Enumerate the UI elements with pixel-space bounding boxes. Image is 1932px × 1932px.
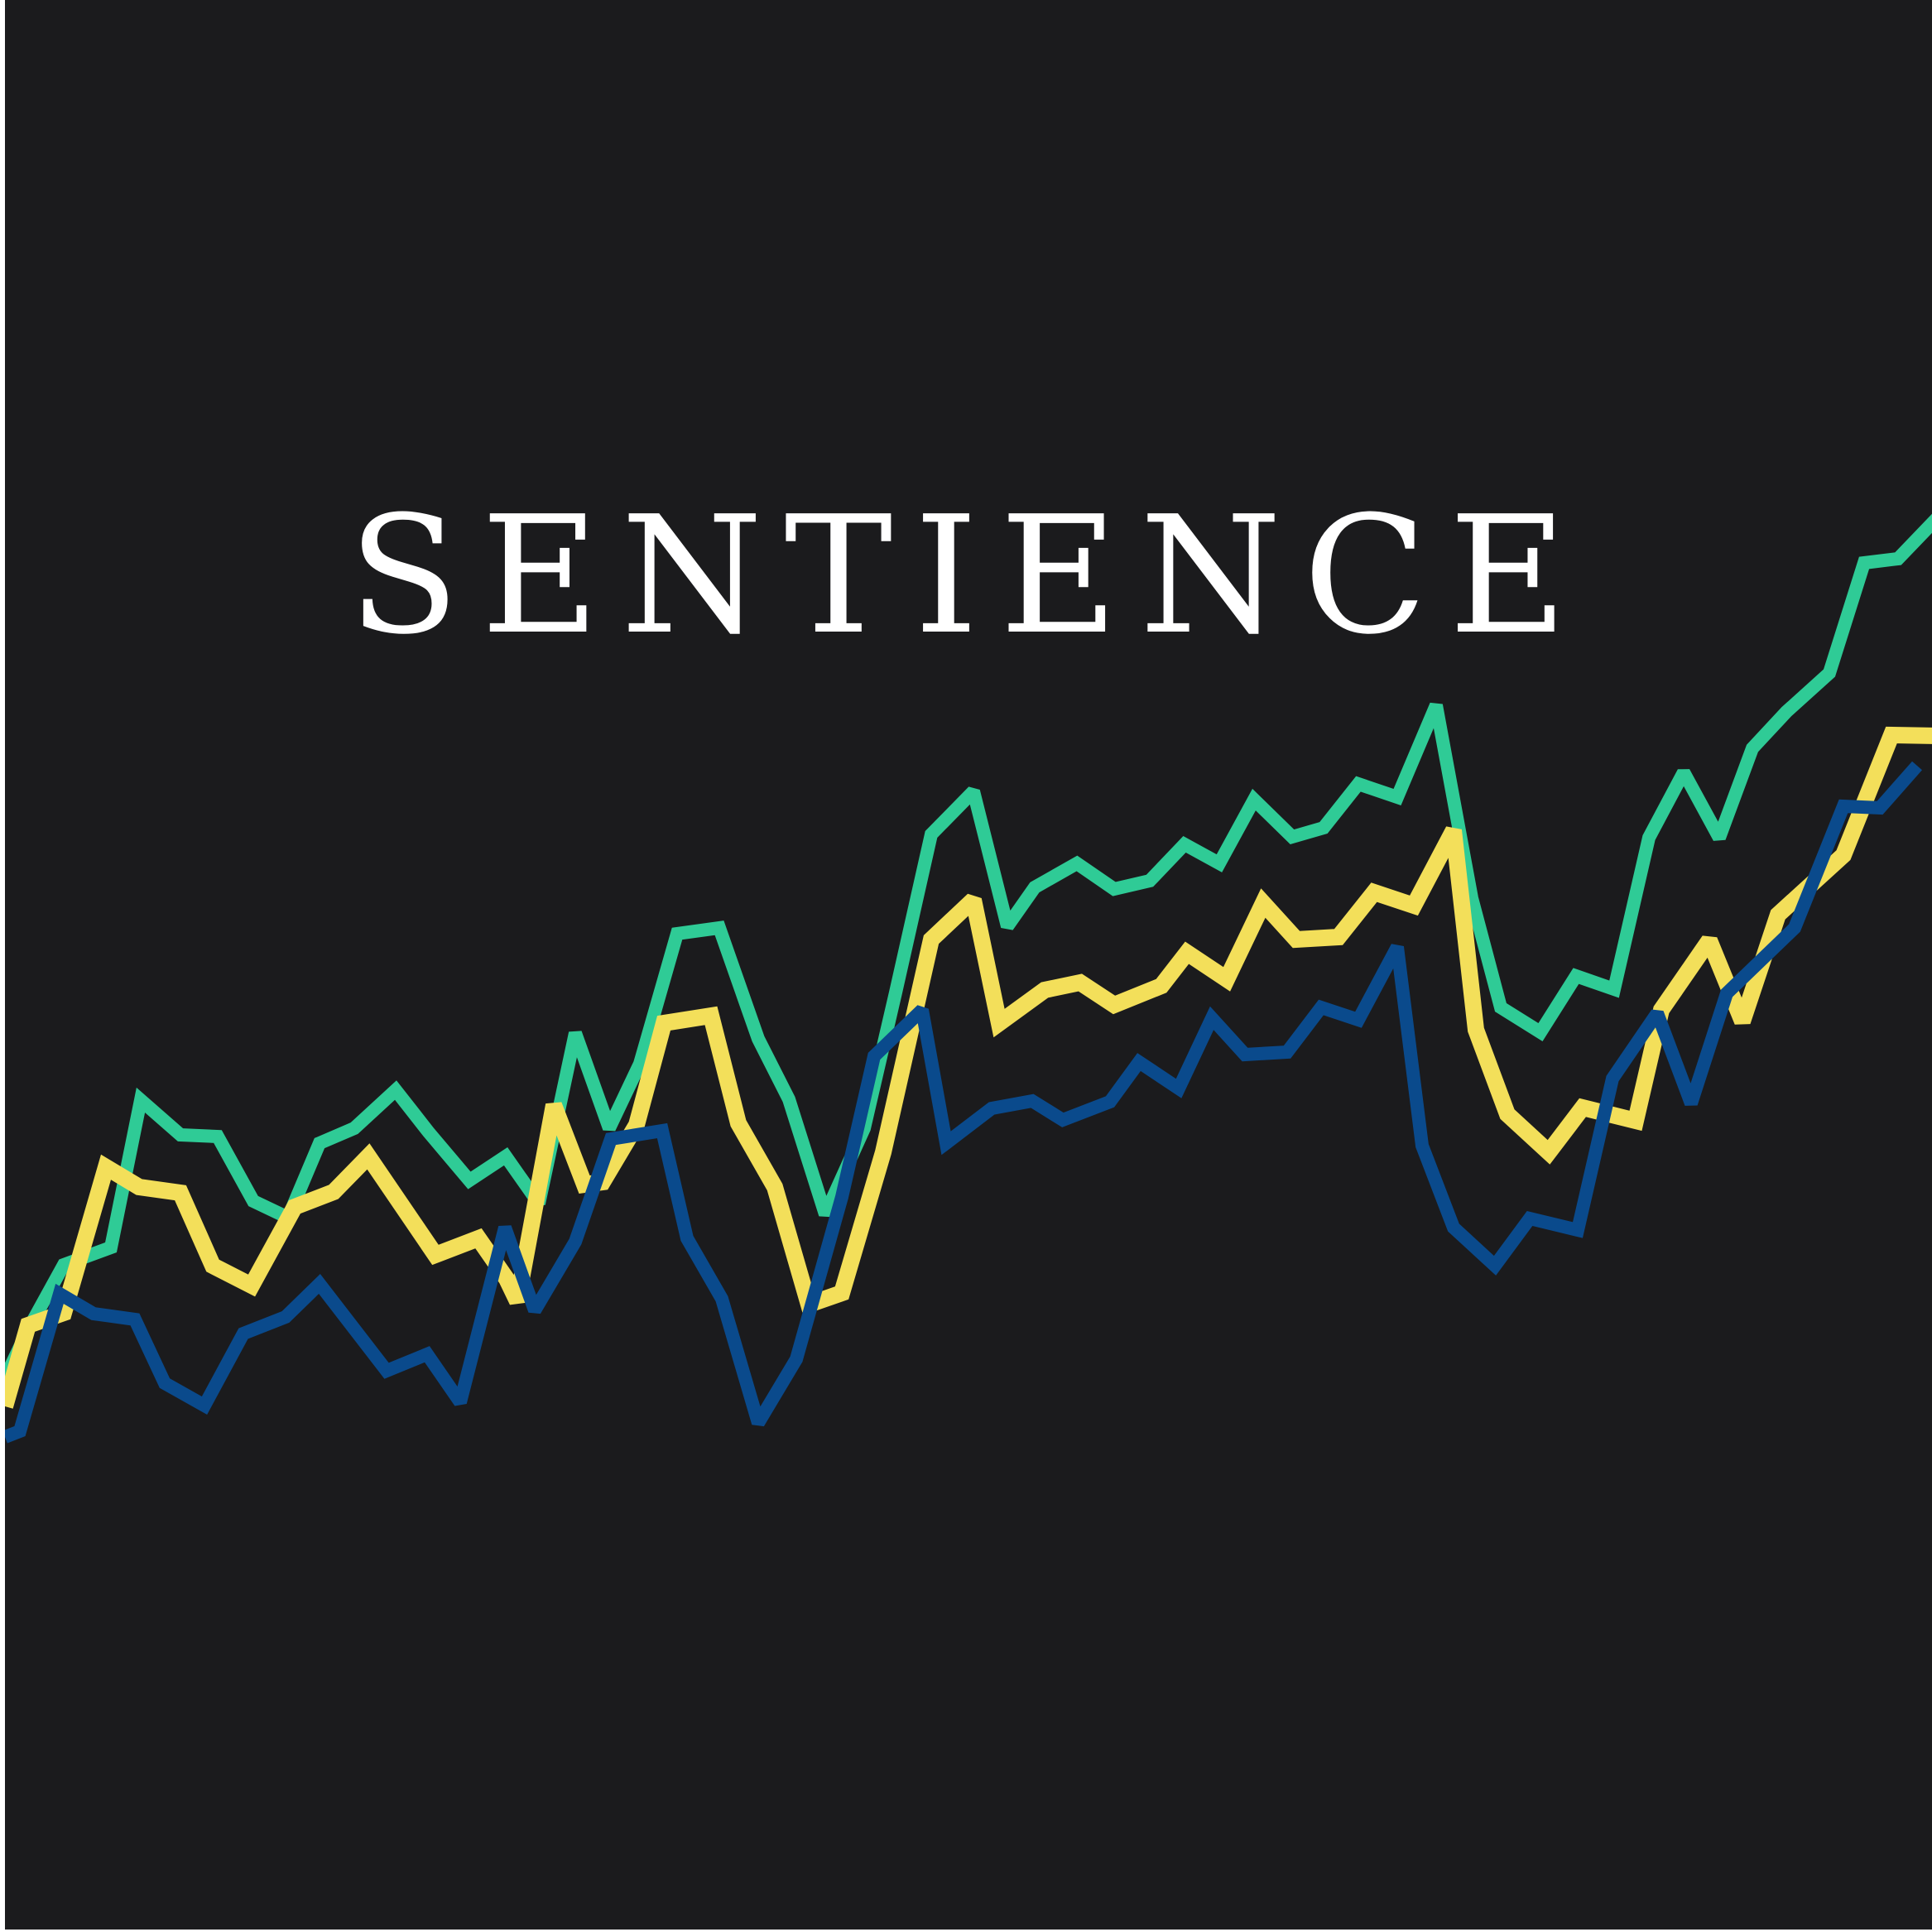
green-line [5, 513, 1932, 1382]
yellow-line [5, 726, 1932, 1409]
page-title: SENTIENCE [348, 482, 1589, 670]
line-group [5, 513, 1932, 1444]
cover-canvas: SENTIENCE [5, 0, 1932, 1930]
blue-line [5, 761, 1922, 1444]
line-art [5, 513, 1932, 1444]
